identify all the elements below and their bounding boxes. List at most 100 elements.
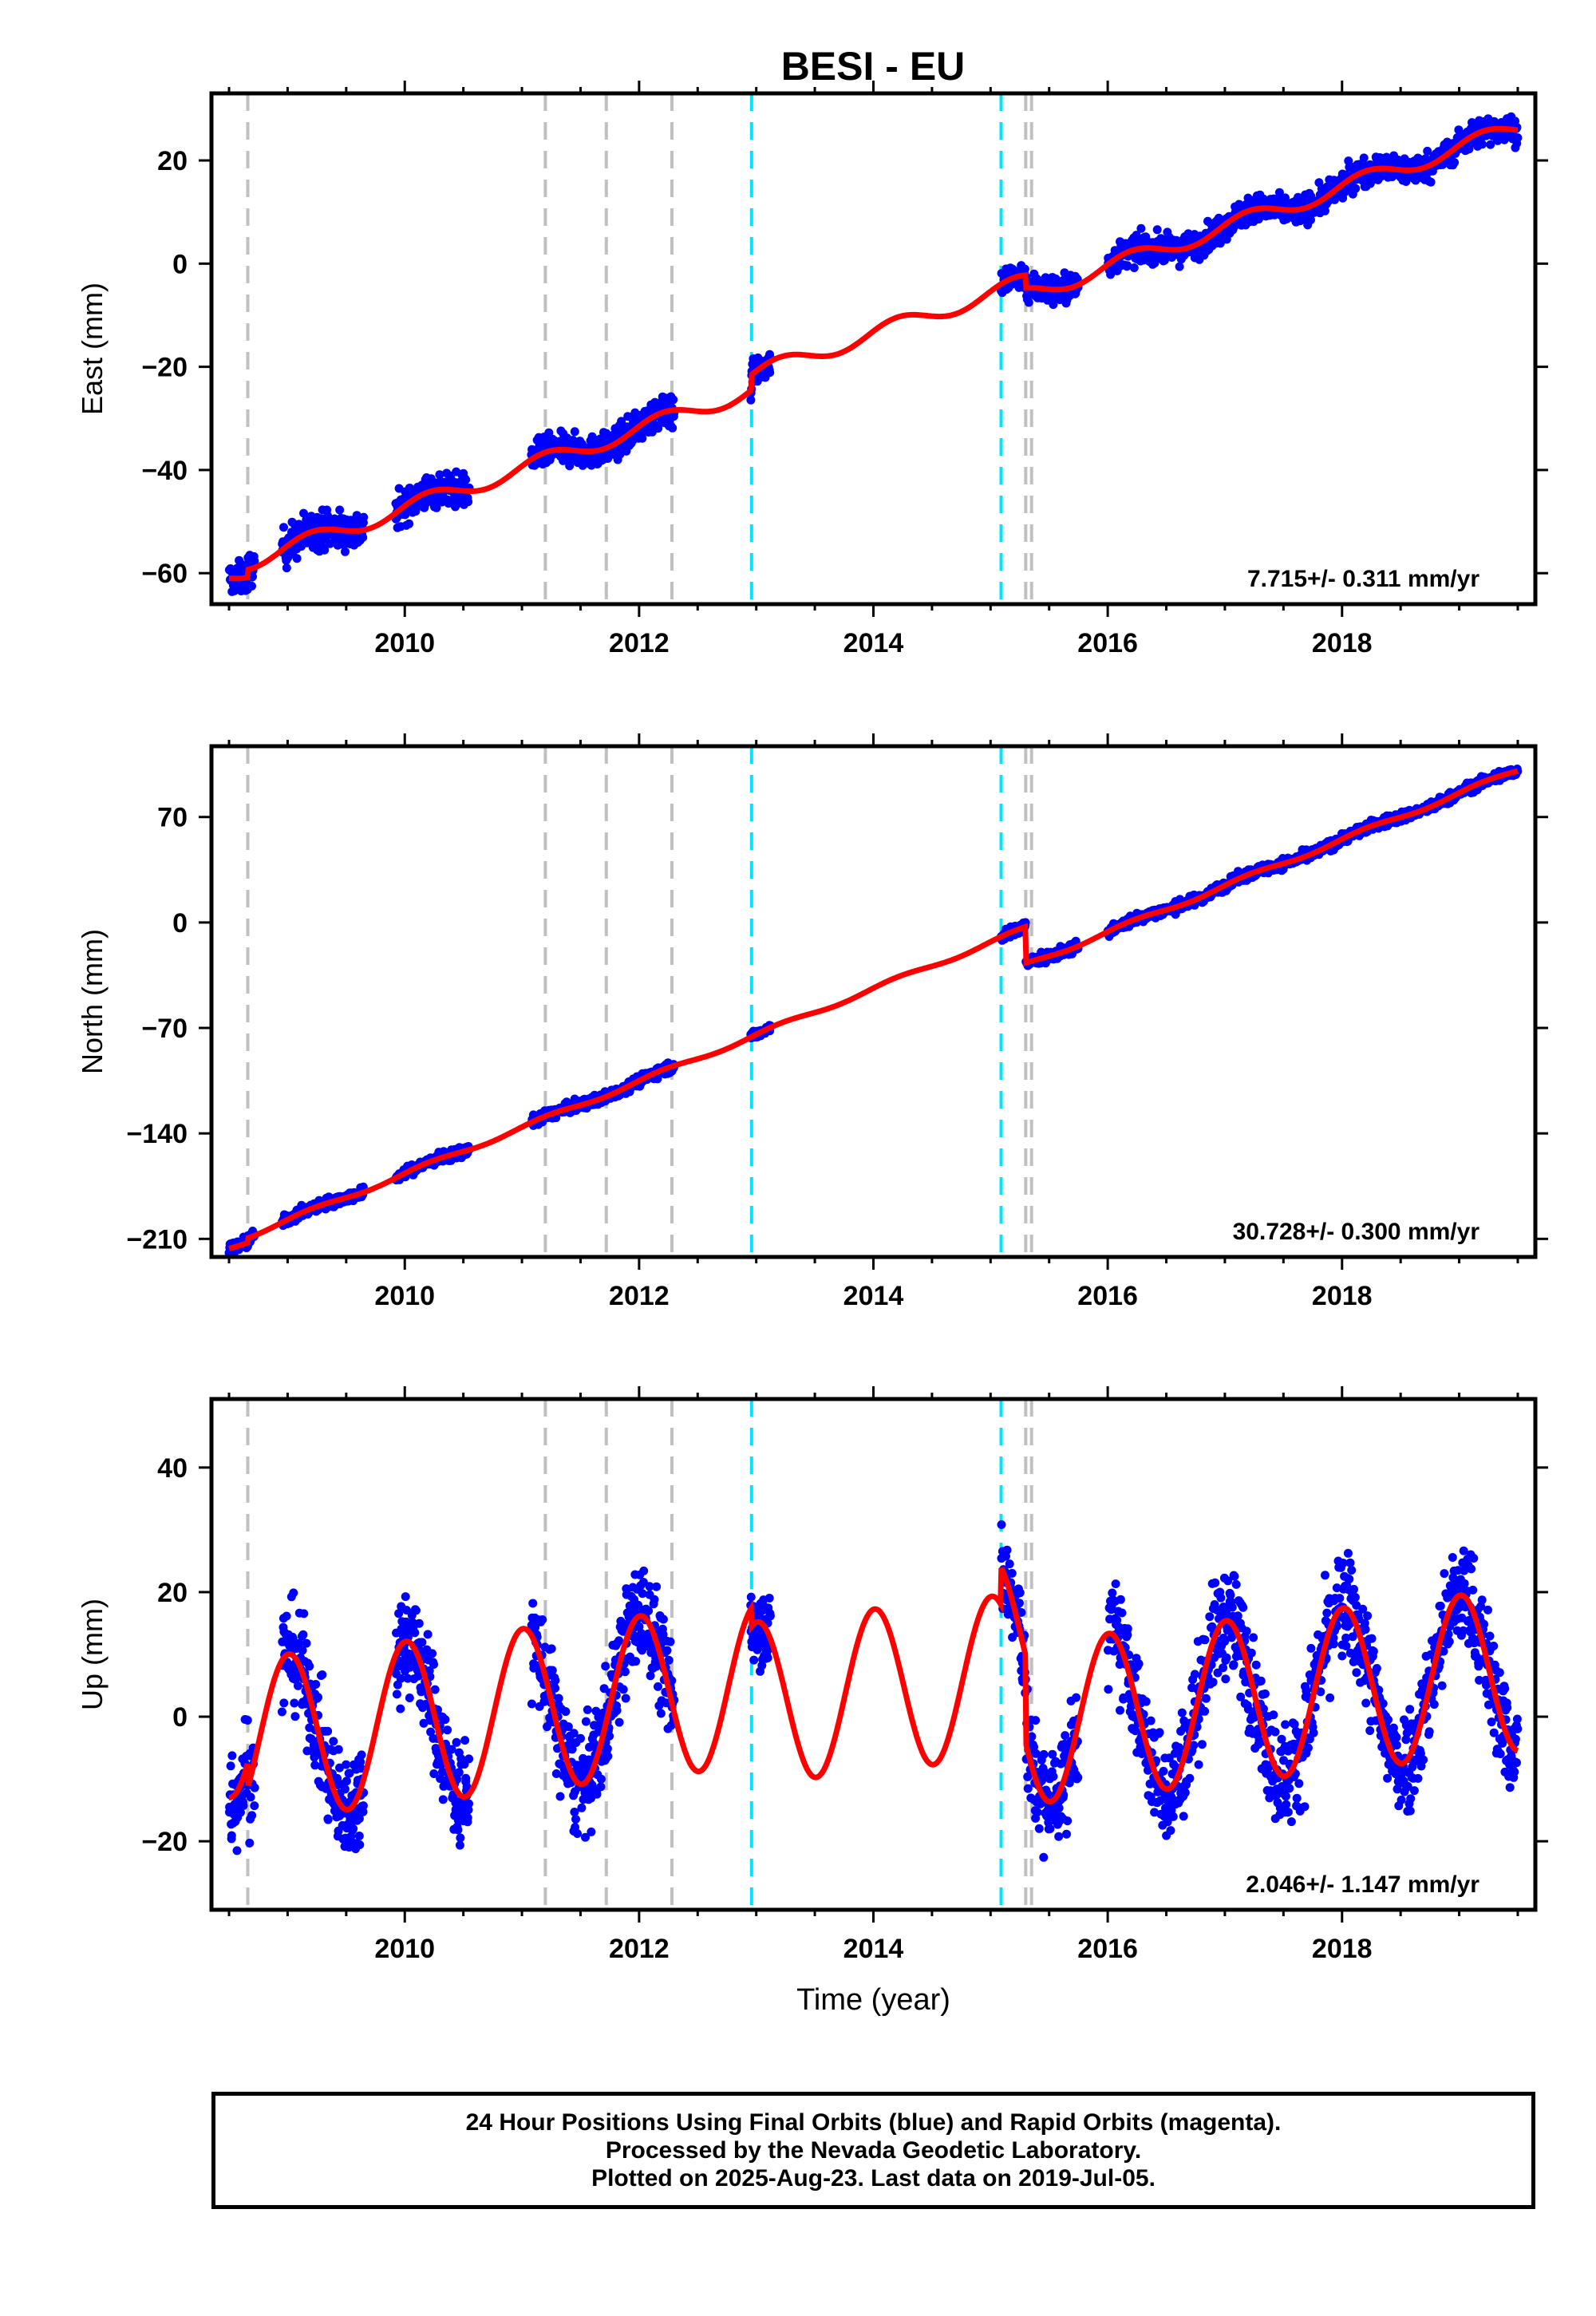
data-point [602, 1744, 612, 1753]
data-point [538, 1615, 547, 1624]
data-point [1129, 263, 1139, 272]
data-point [603, 1752, 613, 1761]
data-point [247, 1811, 257, 1820]
data-point [329, 1737, 338, 1746]
data-point [1320, 206, 1329, 215]
data-point [1123, 261, 1132, 271]
data-point [1351, 184, 1361, 193]
x-tick-label: 2014 [843, 628, 904, 658]
data-point [250, 1801, 259, 1811]
data-point [357, 1750, 366, 1760]
data-points [224, 765, 1523, 1257]
data-point [547, 1666, 557, 1675]
data-point [453, 1825, 463, 1835]
y-tick-label: −140 [126, 1119, 188, 1149]
y-tick-label: −70 [141, 1014, 188, 1044]
data-point [292, 554, 302, 563]
data-point [396, 1704, 405, 1713]
data-point [463, 1813, 472, 1823]
data-point [1150, 259, 1159, 268]
data-point [440, 1715, 450, 1725]
data-point [405, 519, 414, 528]
data-point [618, 1685, 628, 1694]
y-axis-label: East (mm) [76, 283, 109, 415]
data-point [335, 505, 345, 515]
data-point [299, 508, 308, 518]
data-point [581, 1717, 591, 1726]
data-point [668, 423, 678, 433]
x-tick-label: 2018 [1312, 628, 1373, 658]
data-point [232, 1846, 242, 1856]
data-point [410, 1628, 420, 1638]
data-point [239, 1801, 248, 1810]
data-point [1359, 153, 1369, 163]
data-point [614, 1636, 624, 1646]
data-point [227, 1831, 236, 1840]
data-point [1450, 158, 1460, 168]
data-point [246, 1792, 255, 1802]
data-point [1426, 177, 1436, 187]
y-tick-label: 20 [157, 146, 188, 176]
data-point [1152, 225, 1162, 235]
data-point [250, 556, 259, 566]
x-tick-label: 2014 [843, 1281, 904, 1311]
data-point [311, 1680, 321, 1689]
data-point [620, 1667, 630, 1677]
data-point [243, 1716, 252, 1725]
data-point [294, 1681, 302, 1690]
data-point [464, 497, 473, 507]
x-tick-label: 2016 [1077, 628, 1138, 658]
y-axis-label: North (mm) [76, 929, 109, 1074]
data-point [551, 1683, 560, 1693]
data-point [654, 424, 663, 433]
x-tick-label: 2010 [374, 628, 435, 658]
data-point [547, 1644, 556, 1654]
data-point [456, 1833, 465, 1843]
data-point [1024, 298, 1033, 307]
y-tick-label: 70 [157, 803, 188, 833]
data-point [438, 1795, 448, 1804]
y-tick-label: −20 [141, 353, 188, 383]
data-point [596, 1782, 606, 1792]
data-point [573, 1829, 582, 1838]
data-point [1214, 213, 1223, 223]
y-tick-label: 0 [172, 249, 188, 279]
data-point [551, 1676, 560, 1686]
data-point [631, 1657, 641, 1666]
data-point [279, 523, 288, 532]
data-point [577, 1803, 587, 1812]
data-point [555, 1792, 565, 1801]
data-point [1281, 193, 1290, 203]
plot-frame [209, 744, 1538, 1259]
data-point [341, 547, 350, 556]
data-point [452, 1737, 461, 1747]
data-point [414, 1618, 424, 1628]
data-point [349, 1824, 358, 1833]
data-point [401, 510, 410, 520]
x-tick-label: 2010 [374, 1281, 435, 1311]
data-point [443, 1725, 452, 1735]
data-point [429, 1660, 438, 1669]
data-point [421, 500, 430, 509]
data-point [1136, 223, 1146, 233]
data-point [592, 1789, 602, 1799]
x-tick-label: 2018 [1312, 1281, 1373, 1311]
data-point [411, 1606, 421, 1615]
data-point [401, 1592, 410, 1602]
data-point [430, 1685, 440, 1694]
data-point [227, 1751, 237, 1761]
data-point [314, 1693, 322, 1702]
data-point [1230, 222, 1239, 231]
data-point [561, 1707, 571, 1717]
data-point [1423, 146, 1432, 156]
data-point [342, 1760, 351, 1769]
data-point [1175, 262, 1184, 271]
data-point [318, 1670, 327, 1679]
data-point [428, 1649, 437, 1658]
data-point [638, 433, 647, 443]
data-point [461, 1773, 471, 1783]
data-point [464, 1754, 474, 1764]
data-point [576, 1733, 585, 1743]
data-point [305, 1662, 314, 1671]
